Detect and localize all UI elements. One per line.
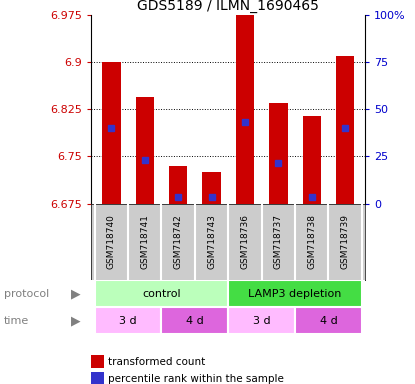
Text: 3 d: 3 d bbox=[253, 316, 271, 326]
Bar bbox=[303, 116, 321, 204]
Text: GSM718741: GSM718741 bbox=[140, 215, 149, 269]
Text: control: control bbox=[142, 289, 181, 299]
Bar bbox=[236, 15, 254, 204]
Bar bbox=[136, 97, 154, 204]
Text: transformed count: transformed count bbox=[108, 356, 205, 367]
Text: 4 d: 4 d bbox=[320, 316, 337, 326]
Bar bbox=[95, 280, 228, 307]
Bar bbox=[95, 307, 161, 334]
Title: GDS5189 / ILMN_1690465: GDS5189 / ILMN_1690465 bbox=[137, 0, 319, 13]
Text: GSM718736: GSM718736 bbox=[240, 214, 249, 270]
Bar bbox=[228, 280, 362, 307]
Bar bbox=[295, 307, 362, 334]
Bar bbox=[161, 307, 228, 334]
Text: 4 d: 4 d bbox=[186, 316, 204, 326]
Text: percentile rank within the sample: percentile rank within the sample bbox=[108, 374, 284, 384]
Text: ▶: ▶ bbox=[71, 287, 81, 300]
Text: ▶: ▶ bbox=[71, 314, 81, 327]
Text: GSM718737: GSM718737 bbox=[274, 214, 283, 270]
Text: time: time bbox=[4, 316, 29, 326]
Text: GSM718743: GSM718743 bbox=[207, 215, 216, 269]
Text: GSM718739: GSM718739 bbox=[341, 214, 350, 270]
Text: protocol: protocol bbox=[4, 289, 49, 299]
Text: GSM718742: GSM718742 bbox=[173, 215, 183, 269]
Bar bbox=[228, 307, 295, 334]
Bar bbox=[169, 166, 187, 204]
Text: 3 d: 3 d bbox=[119, 316, 137, 326]
Bar bbox=[102, 62, 120, 204]
Text: LAMP3 depletion: LAMP3 depletion bbox=[248, 289, 342, 299]
Text: GSM718738: GSM718738 bbox=[307, 214, 316, 270]
Bar bbox=[336, 56, 354, 204]
Bar bbox=[203, 172, 221, 204]
Text: GSM718740: GSM718740 bbox=[107, 215, 116, 269]
Bar bbox=[269, 103, 288, 204]
